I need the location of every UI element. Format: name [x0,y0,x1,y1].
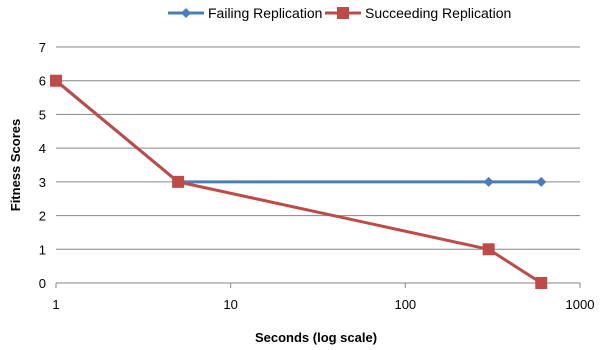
y-tick-label-6: 6 [39,74,46,89]
y-tick-label-2: 2 [39,209,46,224]
legend-marker-failing-replication [181,8,191,18]
series-line-succeeding-replication [55,79,543,285]
series-layer [50,74,548,289]
x-tick-label-10: 10 [223,297,237,312]
legend-label-succeeding-replication: Succeeding Replication [365,5,511,21]
legend: Failing Replication Succeeding Replicatio… [168,5,511,21]
data-point-succeeding-replication-0 [50,74,62,87]
grid-layer [56,46,580,250]
data-point-succeeding-replication-2 [482,243,495,256]
series-line-failing-replication [55,79,542,184]
legend-marker-succeeding-replication [337,7,349,19]
y-tick-label-7: 7 [39,40,46,55]
y-tick-label-3: 3 [39,175,46,190]
y-tick-label-4: 4 [39,141,46,156]
x-tick-label-1000: 1000 [566,297,595,312]
y-tick-label-0: 0 [39,276,46,291]
y-tick-label-5: 5 [39,107,46,122]
y-tick-label-1: 1 [39,242,46,257]
data-point-failing-replication-3 [536,176,547,187]
y-axis-title: Fitness Scores [8,119,23,212]
x-axis-title: Seconds (log scale) [255,330,377,345]
data-point-succeeding-replication-3 [535,277,548,289]
x-tick-label-100: 100 [394,297,416,312]
axis-layer [55,282,581,288]
data-point-succeeding-replication-1 [172,175,185,188]
legend-label-failing-replication: Failing Replication [208,5,322,21]
data-point-failing-replication-2 [483,176,494,187]
x-tick-label-1: 1 [52,297,59,312]
